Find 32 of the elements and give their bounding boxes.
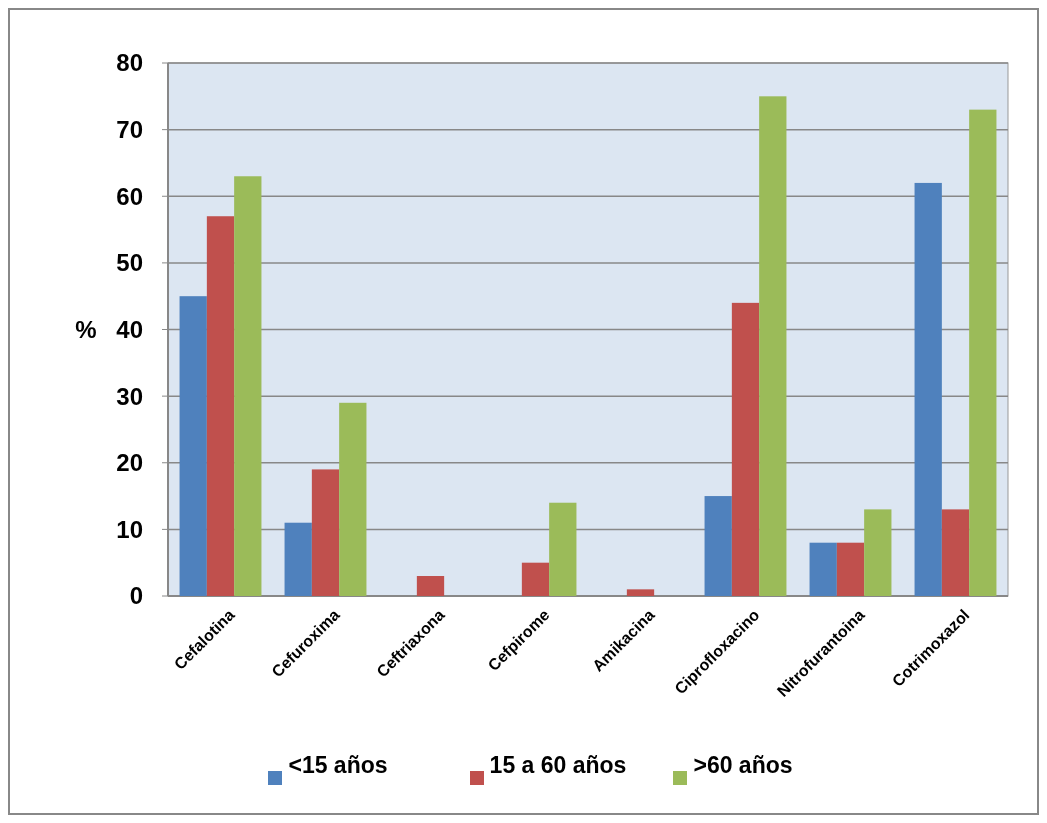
y-tick-label: 70 (116, 116, 143, 144)
y-tick-label: 60 (116, 182, 143, 210)
y-tick-label: 20 (116, 449, 143, 477)
legend-label: >60 años (693, 752, 793, 778)
y-tick-label: 50 (116, 249, 143, 277)
bar (339, 402, 367, 596)
bar (941, 509, 970, 596)
bar (549, 502, 577, 596)
bar (704, 496, 732, 596)
legend-label: <15 años (288, 752, 388, 778)
bar (731, 302, 760, 596)
y-tick-label: 0 (129, 582, 143, 610)
y-tick-label: 30 (116, 382, 143, 410)
y-axis-title: % (75, 315, 97, 343)
bar (284, 522, 312, 596)
bar (809, 542, 837, 596)
bar (311, 469, 340, 596)
bar (836, 542, 865, 596)
y-tick-label: 80 (116, 49, 143, 77)
bar (521, 562, 550, 596)
bar (759, 96, 787, 596)
bar (626, 589, 655, 596)
y-tick-label: 10 (116, 515, 143, 543)
bar (234, 176, 262, 596)
bar (864, 509, 892, 596)
bar (914, 182, 942, 596)
y-tick-label: 40 (116, 315, 143, 343)
bar (416, 576, 445, 596)
bar (969, 109, 997, 596)
bar (179, 296, 207, 596)
legend-label: 15 a 60 años (489, 752, 627, 778)
bar (206, 216, 235, 596)
